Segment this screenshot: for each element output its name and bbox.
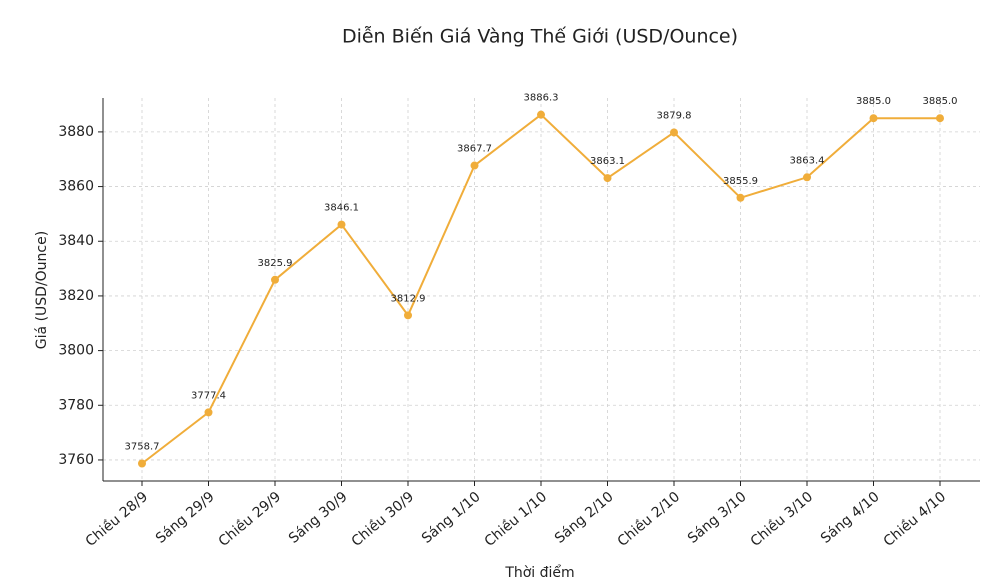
point <box>603 174 612 183</box>
point <box>271 275 279 284</box>
y-tick-label: 3820 <box>58 288 94 304</box>
x-tick-label: Sáng 2/10 <box>552 489 617 547</box>
data-label: 3863.4 <box>790 155 825 166</box>
x-tick-label: Chiều 28/9 <box>82 488 151 550</box>
y-tick-label: 3760 <box>58 452 94 468</box>
x-tick-label: Sáng 29/9 <box>153 489 218 547</box>
point <box>537 110 545 119</box>
y-axis-label: Giá (USD/Ounce) <box>34 231 50 349</box>
y-tick-label: 3800 <box>58 343 94 359</box>
data-label: 3812.9 <box>391 293 426 304</box>
data-label: 3825.9 <box>258 258 293 269</box>
point <box>803 173 811 182</box>
y-tick-label: 3780 <box>58 397 94 413</box>
x-tick-label: Chiều 2/10 <box>614 488 683 550</box>
x-tick-label: Chiều 1/10 <box>481 488 550 550</box>
x-tick-label: Chiều 3/10 <box>747 488 816 550</box>
chart-title: Diễn Biến Giá Vàng Thế Giới (USD/Ounce) <box>342 25 738 48</box>
data-label: 3758.7 <box>125 442 160 453</box>
x-tick-label: Sáng 4/10 <box>818 489 883 547</box>
x-tick-label: Sáng 3/10 <box>685 489 750 547</box>
x-tick-label: Chiều 30/9 <box>348 488 417 550</box>
point <box>936 114 944 123</box>
point <box>869 114 878 123</box>
point <box>138 459 146 468</box>
x-tick-label: Chiều 4/10 <box>880 488 949 550</box>
point <box>404 311 412 320</box>
data-label: 3846.1 <box>324 203 359 214</box>
y-tick-label: 3880 <box>58 124 94 140</box>
x-tick-label: Sáng 1/10 <box>419 489 484 547</box>
point <box>470 161 479 170</box>
data-label: 3879.8 <box>657 110 692 121</box>
data-label: 3886.3 <box>524 93 559 104</box>
x-axis-label: Thời điểm <box>504 564 574 581</box>
data-label: 3777.4 <box>191 390 226 401</box>
data-label: 3885.0 <box>923 96 958 107</box>
data-label: 3855.9 <box>723 176 758 187</box>
data-label: 3867.7 <box>457 144 492 155</box>
point <box>337 220 346 229</box>
point <box>670 128 678 137</box>
data-label: 3885.0 <box>856 96 891 107</box>
data-label: 3863.1 <box>590 156 625 167</box>
x-tick-label: Sáng 30/9 <box>286 489 351 547</box>
y-tick-label: 3840 <box>58 233 94 249</box>
point <box>736 193 745 202</box>
y-tick-label: 3860 <box>58 179 94 195</box>
point <box>204 408 213 417</box>
x-tick-label: Chiều 29/9 <box>215 488 284 550</box>
